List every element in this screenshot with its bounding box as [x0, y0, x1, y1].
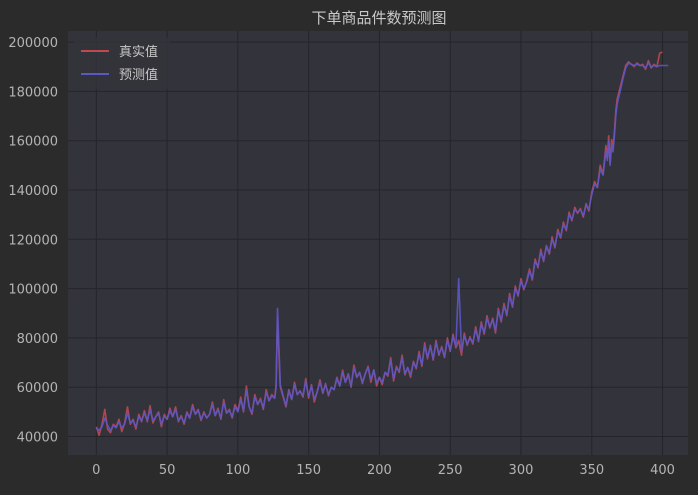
legend-label-predicted: 预测值 [119, 67, 158, 83]
y-tick-label: 80000 [17, 332, 58, 347]
y-tick-label: 180000 [8, 85, 58, 100]
x-tick-label: 400 [650, 463, 675, 478]
y-tick-label: 200000 [8, 36, 58, 51]
x-tick-label: 300 [509, 463, 534, 478]
x-tick-label: 250 [438, 463, 463, 478]
axis-ticks: 0 50 100 150 200 250 300 350 400 40000 60000 80000 1… [8, 36, 675, 478]
series-line-predicted [95, 62, 669, 432]
legend: 真实值 预测值 [74, 37, 170, 89]
plot-area [68, 31, 688, 455]
y-tick-label: 120000 [8, 233, 58, 248]
chart-title: 下单商品件数预测图 [311, 9, 446, 27]
y-tick-label: 160000 [8, 135, 58, 150]
x-tick-label: 0 [92, 463, 100, 478]
y-tick-label: 100000 [8, 283, 58, 298]
y-tick-label: 40000 [17, 431, 58, 446]
legend-label-actual: 真实值 [119, 44, 158, 60]
x-tick-label: 350 [579, 463, 604, 478]
y-tick-label: 60000 [17, 381, 58, 396]
series-lines [95, 51, 669, 437]
x-tick-label: 150 [296, 463, 321, 478]
grid [68, 31, 688, 455]
x-tick-label: 100 [225, 463, 250, 478]
x-tick-label: 200 [367, 463, 392, 478]
y-tick-label: 140000 [8, 184, 58, 199]
x-tick-label: 50 [159, 463, 176, 478]
